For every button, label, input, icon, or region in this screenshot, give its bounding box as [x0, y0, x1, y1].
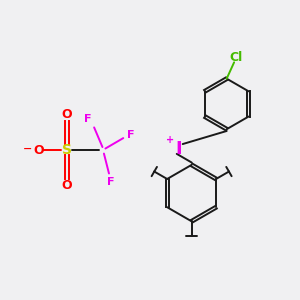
Text: −: −: [22, 143, 32, 154]
Text: Cl: Cl: [230, 51, 243, 64]
Text: O: O: [61, 179, 72, 192]
Text: O: O: [33, 143, 44, 157]
Text: I: I: [175, 140, 181, 158]
Text: F: F: [107, 177, 114, 187]
Text: S: S: [62, 143, 72, 157]
Text: F: F: [127, 130, 134, 140]
Text: F: F: [84, 114, 92, 124]
Text: +: +: [166, 136, 174, 146]
Text: O: O: [61, 108, 72, 121]
